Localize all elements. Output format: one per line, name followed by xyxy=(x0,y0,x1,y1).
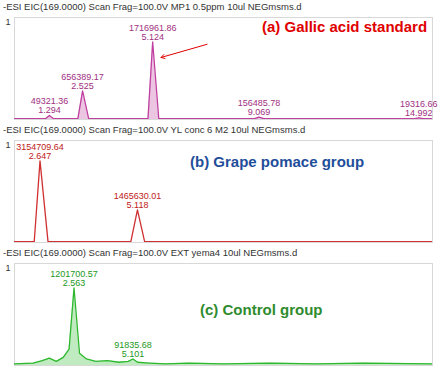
svg-text:49321.361.294: 49321.361.294 xyxy=(31,96,69,115)
svg-text:1: 1 xyxy=(6,263,11,273)
html-text:-ESI EIC(169.0000) Scan Frag=1: -ESI EIC(169.0000) Scan Frag=100.0V MP1 … xyxy=(3,1,302,12)
svg-text:3154709.642.647: 3154709.642.647 xyxy=(16,142,64,161)
html-text:-ESI EIC(169.0000) Scan Frag=1: -ESI EIC(169.0000) Scan Frag=100.0V EXT … xyxy=(3,247,298,258)
html-text:(b) Grape pomace group: (b) Grape pomace group xyxy=(190,153,365,170)
svg-text:1201700.572.563: 1201700.572.563 xyxy=(50,269,98,288)
html-text:(a) Gallic acid standard: (a) Gallic acid standard xyxy=(262,18,428,35)
svg-text:1: 1 xyxy=(6,17,11,27)
svg-text:656389.172.525: 656389.172.525 xyxy=(61,72,104,91)
svg-text:1: 1 xyxy=(6,140,11,150)
svg-text:19316.6614.992: 19316.6614.992 xyxy=(400,99,438,118)
svg-text:1465630.015.118: 1465630.015.118 xyxy=(114,191,162,210)
svg-text:1716961.865.124: 1716961.865.124 xyxy=(129,23,177,42)
svg-text:156485.789.069: 156485.789.069 xyxy=(238,98,281,117)
html-text:-ESI EIC(169.0000) Scan Frag=1: -ESI EIC(169.0000) Scan Frag=100.0V YL c… xyxy=(3,124,306,135)
html-text:(c) Control group: (c) Control group xyxy=(200,301,323,318)
svg-text:91835.685.101: 91835.685.101 xyxy=(114,340,152,359)
